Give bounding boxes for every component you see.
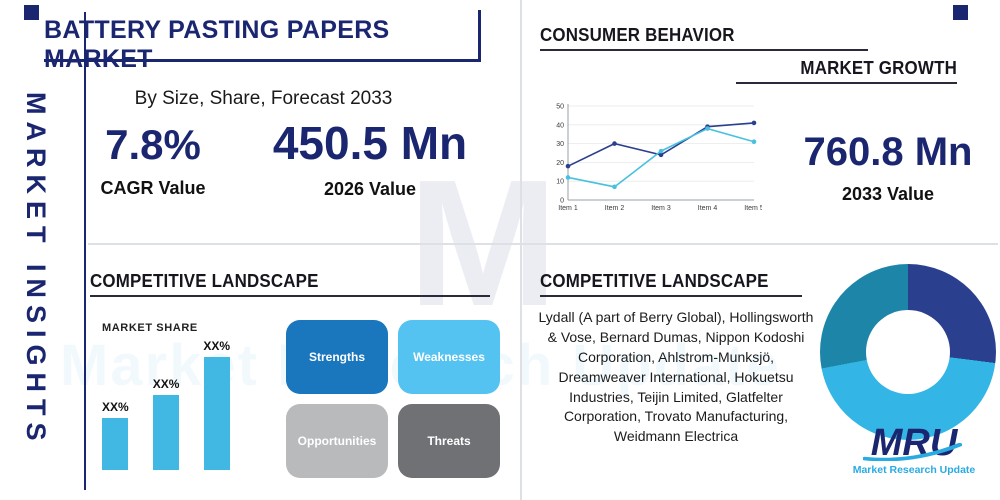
value-2033-stat: 760.8 Mn 2033 Value xyxy=(790,130,986,205)
corner-square-top-right xyxy=(953,5,968,20)
mru-logo-tagline: Market Research Update xyxy=(852,464,976,476)
svg-text:Item 3: Item 3 xyxy=(651,205,671,212)
consumer-behavior-heading: CONSUMER BEHAVIOR xyxy=(540,25,735,45)
donut-chart xyxy=(820,264,996,440)
svg-text:0: 0 xyxy=(560,198,564,205)
svg-text:50: 50 xyxy=(556,104,564,111)
market-share-bar: XX% xyxy=(152,377,180,470)
page-title: BATTERY PASTING PAPERS MARKET xyxy=(44,16,390,73)
value-2026-label: 2026 Value xyxy=(323,178,417,199)
swot-grid: Strengths Weaknesses Opportunities Threats xyxy=(286,320,500,478)
svg-text:20: 20 xyxy=(556,160,564,167)
svg-text:40: 40 xyxy=(556,122,564,129)
market-growth-chart: 0 10 20 30 40 50 Item 1 Item 2 Item 3 Item 4 Item … xyxy=(556,104,762,213)
market-share-bar-label: XX% xyxy=(152,377,180,391)
market-growth-underline xyxy=(736,82,957,84)
value-2033-label: 2033 Value xyxy=(841,184,935,204)
title-underline xyxy=(44,59,481,62)
company-list: Lydall (A part of Berry Global), Holling… xyxy=(538,309,814,445)
swot-tile-weaknesses: Weaknesses xyxy=(398,320,500,394)
market-growth-heading: MARKET GROWTH xyxy=(800,58,957,78)
consumer-behavior-underline xyxy=(540,49,868,51)
value-2026-stat: 450.5 Mn 2026 Value xyxy=(255,118,485,200)
cagr-value: 7.8% xyxy=(105,121,201,168)
market-insights-rail-label: MARKET INSIGHTS xyxy=(21,92,51,448)
market-share-label: MARKET SHARE xyxy=(102,322,198,334)
vertical-divider xyxy=(520,0,522,500)
title-end-bar xyxy=(478,10,481,62)
market-share-bar-label: XX% xyxy=(102,400,129,414)
svg-text:10: 10 xyxy=(556,179,564,186)
svg-text:Item 4: Item 4 xyxy=(698,205,718,212)
swot-tile-opportunities: Opportunities xyxy=(286,404,388,478)
svg-text:Item 1: Item 1 xyxy=(558,205,578,212)
value-2026: 450.5 Mn xyxy=(272,117,468,169)
cagr-label: CAGR Value xyxy=(100,178,206,199)
mru-logo-mark: MRU xyxy=(862,424,963,462)
swot-tile-strengths: Strengths xyxy=(286,320,388,394)
mru-logo-swoosh-icon xyxy=(862,443,963,461)
corner-square-top-left xyxy=(24,5,39,20)
svg-text:Item 5: Item 5 xyxy=(744,205,762,212)
swot-tile-threats: Threats xyxy=(398,404,500,478)
competitive-landscape-left-heading: COMPETITIVE LANDSCAPE xyxy=(90,271,319,291)
mru-logo: MRU Market Research Update xyxy=(838,424,990,476)
page-subtitle: By Size, Share, Forecast 2033 xyxy=(134,88,393,109)
svg-text:30: 30 xyxy=(556,141,564,148)
value-2033: 760.8 Mn xyxy=(803,130,973,174)
competitive-landscape-right-heading: COMPETITIVE LANDSCAPE xyxy=(540,271,769,291)
competitive-landscape-right-underline xyxy=(540,295,802,297)
horizontal-divider xyxy=(88,243,998,245)
competitive-landscape-left-underline xyxy=(90,295,490,297)
left-rail-line xyxy=(84,12,86,490)
market-share-bar-label: XX% xyxy=(203,339,231,353)
market-share-bar: XX% xyxy=(203,339,230,470)
svg-text:Item 2: Item 2 xyxy=(605,205,625,212)
market-share-bar: XX% xyxy=(102,400,129,470)
cagr-stat: 7.8% CAGR Value xyxy=(58,121,248,199)
market-share-chart: XX% XX% XX% xyxy=(102,338,272,470)
